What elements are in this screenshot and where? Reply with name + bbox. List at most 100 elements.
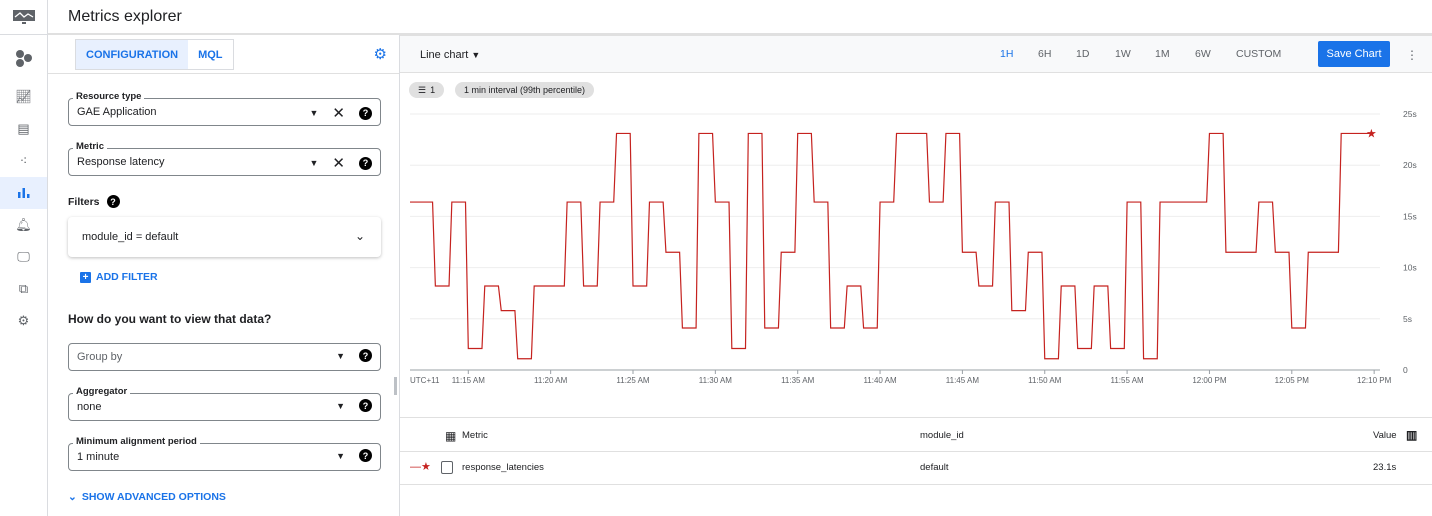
line-chart: 0 5s 10s 15s 20s 25s UTC+11 11:15 AM 11:20 AM 11:… [410, 109, 1417, 385]
y-tick-label: 15s [1403, 211, 1417, 221]
field-value: Response latency [77, 156, 165, 168]
help-icon[interactable]: ? [359, 106, 372, 120]
caret-down-icon[interactable]: ▼ [336, 400, 345, 411]
help-icon[interactable]: ? [106, 195, 120, 208]
field-label: Minimum alignment period [73, 436, 200, 447]
range-custom[interactable]: CUSTOM [1236, 48, 1282, 60]
page-header: Metrics explorer [48, 0, 1432, 35]
clear-icon[interactable]: ✕ [332, 105, 345, 122]
add-filter-button[interactable]: + ADD FILTER [80, 271, 158, 283]
aggregator-select[interactable]: Aggregator none ▼? [68, 386, 381, 421]
cell-metric: response_latencies [462, 462, 544, 473]
field-label: Aggregator [73, 386, 131, 397]
column-chooser-icon[interactable]: ▦ [445, 429, 457, 443]
y-tick-label: 5s [1403, 314, 1412, 324]
x-tick-label: 11:45 AM [946, 376, 980, 385]
nav-rail: 📈︎ ▤ ⁖ 🔔︎ 🖵︎ ⧉ ⚙ [0, 0, 48, 516]
page-title: Metrics explorer [68, 7, 182, 25]
save-chart-button[interactable]: Save Chart [1318, 41, 1390, 67]
header-value[interactable]: Value [1373, 430, 1397, 441]
dashboards-icon[interactable]: 📈︎ [15, 89, 32, 104]
x-tick-label: 12:05 PM [1275, 376, 1310, 385]
chart-type-label: Line chart [420, 49, 469, 61]
filter-item[interactable]: module_id = default ⌄ [68, 217, 381, 257]
range-1d[interactable]: 1D [1076, 48, 1090, 60]
help-icon[interactable]: ? [359, 449, 372, 462]
monitoring-logo[interactable] [0, 0, 47, 35]
show-advanced-button[interactable]: ⌄ SHOW ADVANCED OPTIONS [68, 491, 226, 503]
uptime-icon[interactable]: 🖵︎ [17, 249, 30, 264]
x-tick-label: 11:30 AM [699, 376, 733, 385]
settings-icon[interactable]: ⚙ [17, 313, 30, 328]
filter-count-chip[interactable]: ☰ 1 [409, 82, 445, 98]
field-value: GAE Application [77, 106, 157, 118]
interval-chip[interactable]: 1 min interval (99th percentile) [455, 82, 595, 98]
plus-icon: + [80, 271, 91, 283]
x-tick-label: 11:15 AM [452, 376, 486, 385]
x-tick-label: 11:35 AM [781, 376, 815, 385]
filters-heading: Filters? [68, 195, 120, 208]
filter-icon: ☰ [418, 84, 427, 95]
y-tick-label: 20s [1403, 160, 1417, 170]
range-1h[interactable]: 1H [1000, 48, 1014, 60]
products-icon[interactable] [0, 35, 47, 81]
filter-text: module_id = default [82, 231, 179, 243]
panel-resize-handle[interactable] [394, 377, 397, 395]
mode-tabs: CONFIGURATION MQL [75, 39, 234, 70]
x-tick-label: 12:10 PM [1357, 376, 1392, 385]
series-marker-icon: —★ [410, 461, 431, 473]
range-6w[interactable]: 6W [1195, 48, 1211, 60]
cell-value: 23.1s [1373, 462, 1397, 473]
help-icon[interactable]: ? [359, 156, 372, 170]
caret-down-icon[interactable]: ▼ [336, 450, 345, 461]
interval-label: 1 min interval (99th percentile) [464, 85, 586, 95]
alignment-period-select[interactable]: Minimum alignment period 1 minute ▼? [68, 436, 381, 471]
help-icon[interactable]: ? [359, 399, 372, 412]
alerting-icon[interactable]: 🔔︎ [15, 217, 32, 232]
tab-configuration[interactable]: CONFIGURATION [76, 40, 189, 69]
field-label: Resource type [73, 91, 145, 102]
groups-icon[interactable]: ⧉ [18, 281, 29, 296]
x-tick-label: 12:00 PM [1192, 376, 1227, 385]
help-icon[interactable]: ? [359, 349, 372, 362]
chart-toolbar: Line chart ▼ 1H 6H 1D 1W 1M 6W CUSTOM Save Cha… [400, 35, 1432, 73]
caret-down-icon[interactable]: ▼ [309, 108, 319, 118]
header-metric[interactable]: Metric [462, 430, 488, 441]
x-tick-label: 11:55 AM [1110, 376, 1144, 385]
chevron-down-icon: ⌄ [68, 491, 77, 503]
caret-down-icon[interactable]: ▼ [309, 158, 319, 168]
range-6h[interactable]: 6H [1038, 48, 1052, 60]
header-module-id[interactable]: module_id [920, 430, 964, 441]
clear-icon[interactable]: ✕ [332, 155, 345, 172]
advanced-label: SHOW ADVANCED OPTIONS [81, 491, 226, 503]
metric-select[interactable]: Metric Response latency ▼ ✕? [68, 141, 381, 176]
range-1m[interactable]: 1M [1155, 48, 1170, 60]
field-label: Metric [73, 141, 107, 152]
caret-down-icon[interactable]: ▼ [336, 350, 345, 361]
columns-icon[interactable]: ▥ [1406, 428, 1418, 442]
resource-type-select[interactable]: Resource type GAE Application ▼ ✕? [68, 91, 381, 126]
more-vert-icon[interactable]: ⋮ [1406, 48, 1418, 62]
reports-icon[interactable]: ▤ [17, 121, 30, 136]
view-heading: How do you want to view that data? [68, 312, 272, 326]
metrics-explorer-icon[interactable] [0, 177, 47, 209]
x-tick-label: 11:20 AM [534, 376, 568, 385]
divider [48, 73, 399, 74]
chart-type-select[interactable]: Line chart ▼ [420, 49, 480, 61]
tab-mql[interactable]: MQL [198, 48, 223, 61]
group-by-select[interactable]: Group by ▼? [68, 343, 381, 371]
range-1w[interactable]: 1W [1115, 48, 1131, 60]
x-tick-label: 11:50 AM [1028, 376, 1062, 385]
timezone-label: UTC+11 [410, 376, 440, 385]
table-row[interactable]: —★ response_latencies default 23.1s [400, 452, 1432, 485]
x-tick-label: 11:25 AM [616, 376, 650, 385]
add-filter-label: ADD FILTER [96, 271, 158, 283]
legend-table: ▦ Metric module_id Value ▥ —★ response_l… [400, 417, 1432, 485]
gear-icon[interactable]: ⚙ [373, 46, 387, 63]
last-point-star-icon: ★ [1366, 126, 1377, 140]
services-icon[interactable]: ⁖ [19, 153, 28, 168]
row-checkbox[interactable] [441, 461, 453, 474]
filters-label: Filters [68, 195, 100, 208]
x-tick-label: 11:40 AM [863, 376, 897, 385]
chevron-down-icon[interactable]: ⌄ [354, 229, 365, 243]
